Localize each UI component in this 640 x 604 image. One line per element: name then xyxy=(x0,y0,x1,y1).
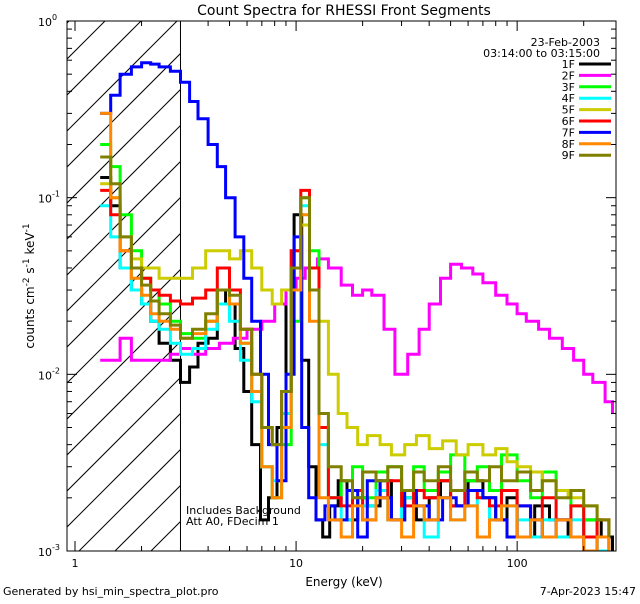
footer-generated-by: Generated by hsi_min_spectra_plot.pro xyxy=(3,585,219,598)
legend-label-4F: 4F xyxy=(562,92,575,105)
legend-date: 23-Feb-2003 xyxy=(531,36,600,49)
legend-label-6F: 6F xyxy=(562,115,575,128)
legend-label-5F: 5F xyxy=(562,104,575,117)
legend: 23-Feb-2003 03:14:00 to 03:15:00 1F2F3F4… xyxy=(483,36,611,162)
hatch-line xyxy=(78,448,181,551)
y-tick-label: 100 xyxy=(38,13,57,29)
hatch-line xyxy=(67,268,181,384)
hatch-line xyxy=(67,21,70,24)
legend-label-7F: 7F xyxy=(562,126,575,139)
legend-time-range: 03:14:00 to 03:15:00 xyxy=(483,47,600,60)
chart-title: Count Spectra for RHESSI Front Segments xyxy=(197,3,491,19)
y-axis-label: counts cm-2 s-1 keV-1 xyxy=(22,223,37,348)
tick-layer: 1 10 100 100 10-1 10-2 10-3 xyxy=(38,13,616,570)
y-tick-label: 10-2 xyxy=(38,366,60,382)
hatch-line xyxy=(67,21,178,132)
plot-frame xyxy=(66,20,617,552)
hatch-line xyxy=(67,232,181,348)
footer-timestamp: 7-Apr-2023 15:47 xyxy=(540,585,636,598)
legend-label-3F: 3F xyxy=(562,81,575,94)
y-label-exp-kev: -1 xyxy=(22,223,32,232)
annotation-background: Includes Background xyxy=(186,504,301,517)
series-line-7F xyxy=(100,61,611,551)
y-label-main: counts cm xyxy=(23,286,37,348)
series-line-9F xyxy=(100,155,611,537)
hatch-line xyxy=(0,1,17,551)
y-label-exp-s: -1 xyxy=(22,258,32,267)
y-label-kev: keV xyxy=(23,232,37,259)
series-layer xyxy=(100,61,614,551)
hatch-line xyxy=(67,52,181,168)
y-label-exp-cm: -2 xyxy=(22,277,32,286)
hatch-line xyxy=(67,412,181,528)
series-line-8F xyxy=(100,111,611,551)
hatch-line xyxy=(67,88,181,204)
legend-label-2F: 2F xyxy=(562,69,575,82)
legend-label-9F: 9F xyxy=(562,149,575,162)
y-tick-label: 10-3 xyxy=(38,543,60,559)
hatch-line xyxy=(67,21,106,60)
hatch-line xyxy=(67,376,181,492)
x-tick-label: 1 xyxy=(72,557,79,570)
x-tick-label: 10 xyxy=(289,557,303,570)
annotation-attenuator: Att A0, FDecim 1 xyxy=(186,515,279,528)
x-tick-label: 100 xyxy=(507,557,528,570)
legend-label-1F: 1F xyxy=(562,58,575,71)
series-line-6F xyxy=(100,188,611,539)
legend-label-8F: 8F xyxy=(562,138,575,151)
hatch-line xyxy=(67,196,181,312)
series-line-2F xyxy=(100,257,614,414)
series-line-5F xyxy=(100,182,611,537)
x-axis-label: Energy (keV) xyxy=(305,575,382,589)
hatch-line xyxy=(67,21,142,96)
y-tick-label: 10-1 xyxy=(38,190,60,206)
hatched-region xyxy=(0,1,181,551)
y-label-s: s xyxy=(23,267,37,277)
